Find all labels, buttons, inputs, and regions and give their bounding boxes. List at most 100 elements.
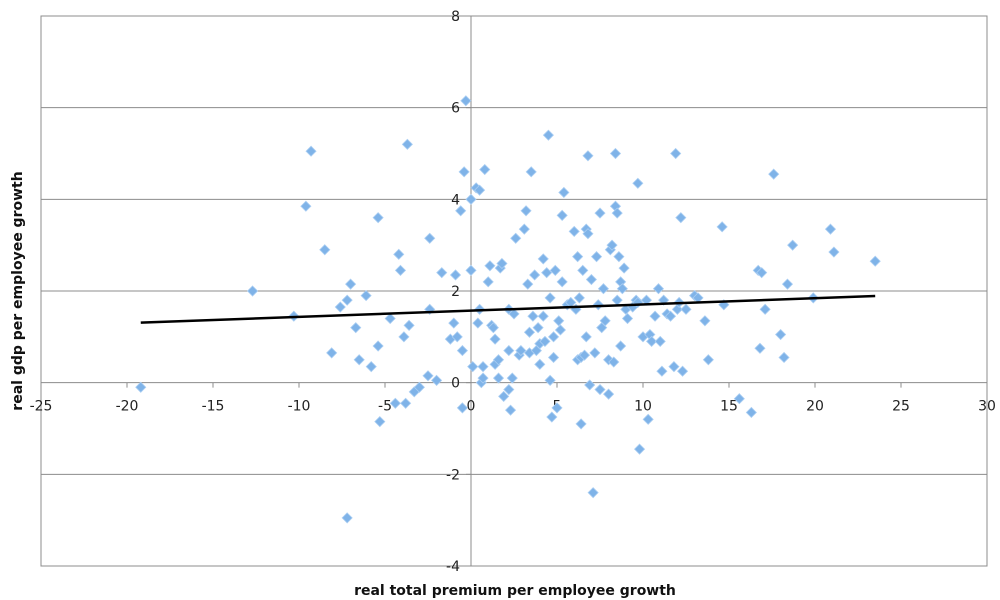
data-point xyxy=(372,340,384,352)
data-point xyxy=(664,310,677,322)
data-point xyxy=(580,331,592,343)
data-point xyxy=(479,163,491,176)
data-point xyxy=(489,333,501,345)
data-point xyxy=(589,347,601,359)
data-point xyxy=(668,361,680,373)
data-point xyxy=(633,443,646,455)
data-point xyxy=(584,379,596,391)
trendline-layer xyxy=(140,294,876,324)
data-point xyxy=(590,251,603,263)
data-point xyxy=(319,244,331,256)
data-point xyxy=(649,310,661,322)
data-point xyxy=(781,278,794,290)
data-point xyxy=(578,349,591,361)
data-point xyxy=(400,397,412,409)
data-point xyxy=(523,326,536,338)
x-tick-label: 25 xyxy=(892,399,910,415)
data-point xyxy=(537,253,549,265)
x-tick-label: -5 xyxy=(378,399,392,415)
y-tick-label: 0 xyxy=(451,376,460,392)
data-point xyxy=(365,361,377,373)
data-point xyxy=(680,303,692,315)
x-tick-label: 10 xyxy=(634,399,652,415)
data-point xyxy=(472,317,484,329)
data-point xyxy=(606,239,618,251)
trendline xyxy=(140,294,876,324)
data-point xyxy=(372,212,384,224)
data-point xyxy=(393,248,405,260)
data-point xyxy=(487,322,499,334)
data-point xyxy=(573,292,585,304)
data-point xyxy=(534,358,546,370)
data-point xyxy=(609,147,622,160)
data-point xyxy=(621,312,634,325)
x-axis-title: real total premium per employee growth xyxy=(354,583,676,599)
data-point xyxy=(422,370,434,382)
data-point xyxy=(341,512,353,524)
axes xyxy=(40,15,988,567)
data-point xyxy=(484,260,496,272)
data-point xyxy=(675,212,687,224)
data-point xyxy=(745,406,757,419)
x-tick-label: -20 xyxy=(116,399,139,415)
data-point xyxy=(632,177,644,189)
data-point xyxy=(431,374,443,386)
data-point xyxy=(300,200,312,212)
data-point xyxy=(611,207,623,219)
data-point xyxy=(558,186,570,199)
data-point xyxy=(456,402,468,414)
data-point xyxy=(599,315,611,327)
data-point xyxy=(449,269,462,281)
x-tick-label: -25 xyxy=(30,399,53,415)
data-point xyxy=(582,150,594,162)
data-point xyxy=(539,335,551,347)
y-tick-label: 2 xyxy=(451,284,460,300)
data-point xyxy=(398,331,410,343)
data-point xyxy=(537,310,549,322)
y-tick-label: 6 xyxy=(451,101,460,117)
data-point xyxy=(542,129,554,141)
data-point xyxy=(448,317,460,329)
data-point xyxy=(551,402,563,414)
data-point xyxy=(616,283,628,295)
data-point xyxy=(575,418,587,430)
data-point xyxy=(597,283,610,295)
data-point xyxy=(699,315,711,327)
data-point xyxy=(594,383,606,396)
data-point xyxy=(353,354,365,366)
data-point xyxy=(436,267,448,279)
data-point xyxy=(401,138,413,150)
data-point xyxy=(603,388,615,400)
data-point xyxy=(778,351,790,364)
data-point xyxy=(642,413,654,425)
data-point xyxy=(577,264,589,276)
data-point xyxy=(652,283,665,295)
data-point xyxy=(341,294,353,306)
data-point xyxy=(458,166,470,178)
data-point xyxy=(465,193,477,205)
data-point xyxy=(503,383,515,396)
data-point xyxy=(556,276,568,288)
data-point xyxy=(350,322,362,334)
data-point xyxy=(413,381,425,393)
data-point xyxy=(594,207,606,219)
data-point xyxy=(554,324,567,336)
data-points xyxy=(135,95,881,524)
data-point xyxy=(658,294,670,306)
data-point xyxy=(608,356,620,368)
data-point xyxy=(424,232,436,244)
data-point xyxy=(510,232,522,244)
data-point xyxy=(544,374,556,386)
data-point xyxy=(544,292,556,304)
data-point xyxy=(587,487,599,499)
data-point xyxy=(467,361,479,373)
data-point xyxy=(474,184,486,196)
data-point xyxy=(527,310,539,322)
data-point xyxy=(754,342,766,354)
x-tick-label: 15 xyxy=(720,399,738,415)
data-point xyxy=(556,209,568,221)
x-tick-label: 0 xyxy=(467,399,476,415)
data-point xyxy=(503,345,515,357)
y-tick-label: -2 xyxy=(446,467,460,483)
